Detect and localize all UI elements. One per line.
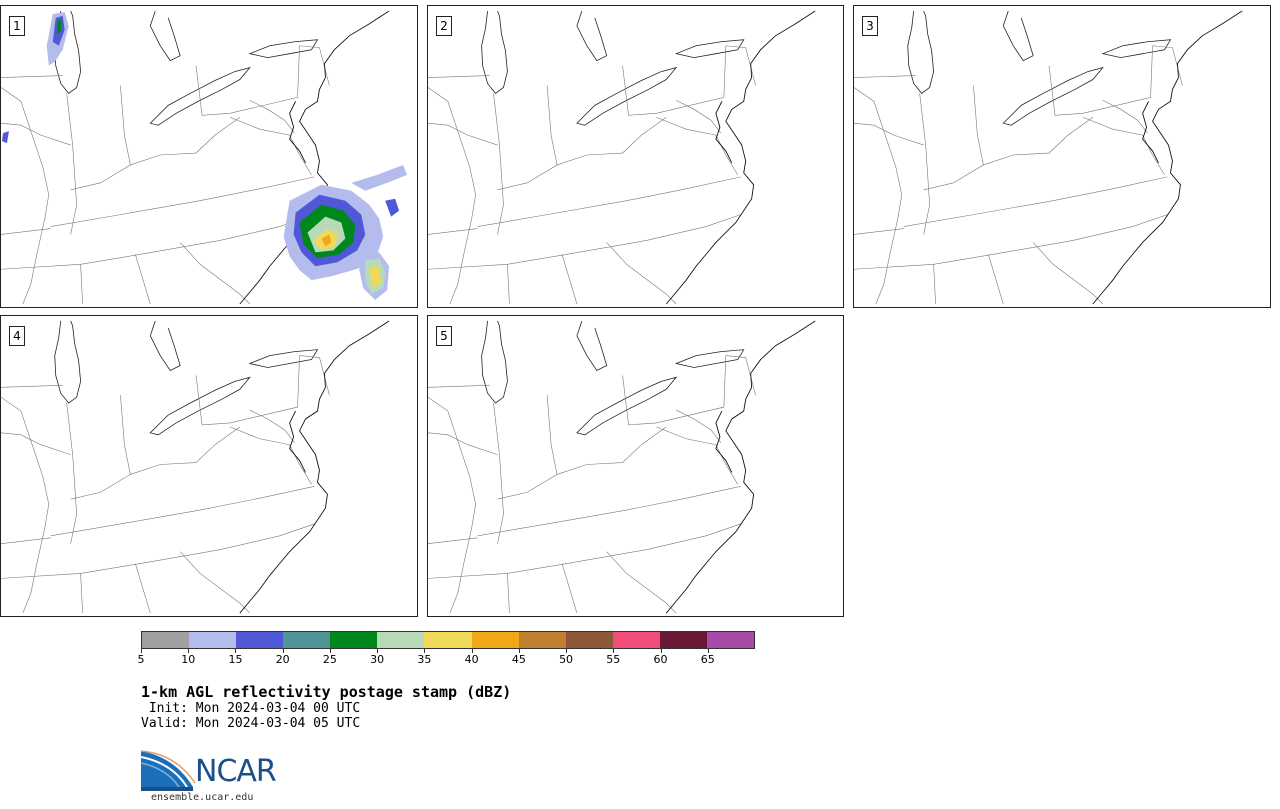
colorbar-segment: [236, 632, 284, 648]
colorbar-tick-label: 40: [464, 653, 479, 666]
colorbar-segment: [424, 632, 472, 648]
map-panel-3: 3: [853, 5, 1271, 308]
map-panel-2: 2: [427, 5, 844, 308]
map-5: [428, 320, 816, 614]
colorbar-tickmark: [235, 649, 237, 653]
colorbar-tickmark: [282, 649, 284, 653]
logo-name: NCAR: [195, 754, 277, 789]
colorbar-segment: [706, 632, 755, 648]
colorbar-segment: [659, 632, 707, 648]
colorbar-segment: [330, 632, 378, 648]
colorbar-tick-label: 55: [606, 653, 621, 666]
panel-number: 4: [9, 326, 25, 346]
colorbar-tickmark: [707, 649, 709, 653]
colorbar-tick-label: 10: [181, 653, 196, 666]
map-4: [1, 320, 390, 614]
colorbar-tick-label: 45: [511, 653, 526, 666]
map-panel-1: 1: [0, 5, 418, 308]
colorbar-tickmark: [329, 649, 331, 653]
colorbar-tickmark: [377, 649, 379, 653]
colorbar-tick-label: 15: [228, 653, 243, 666]
colorbar-tickmark: [471, 649, 473, 653]
panel-number: 5: [436, 326, 452, 346]
colorbar-segment: [518, 632, 566, 648]
colorbar-tickmark: [518, 649, 520, 653]
colorbar-tick-label: 65: [700, 653, 715, 666]
map-panel-4: 4: [0, 315, 418, 617]
colorbar-segment: [377, 632, 425, 648]
ncar-logo-icon: [141, 750, 196, 791]
colorbar-tickmark: [566, 649, 568, 653]
reflectivity-colorbar: [141, 631, 755, 649]
colorbar-tick-label: 25: [322, 653, 337, 666]
colorbar-tickmark: [613, 649, 615, 653]
panel-number: 1: [9, 16, 25, 36]
panel-number: 3: [862, 16, 878, 36]
colorbar-segment: [565, 632, 613, 648]
map-panel-5: 5: [427, 315, 844, 617]
colorbar-tick-label: 35: [417, 653, 432, 666]
colorbar-segment: [189, 632, 237, 648]
map-1: [1, 10, 408, 305]
colorbar-tickmark: [188, 649, 190, 653]
colorbar-tick-label: 20: [275, 653, 290, 666]
colorbar-segment: [142, 632, 190, 648]
colorbar-tick-label: 60: [653, 653, 668, 666]
precip-field: [1, 11, 408, 301]
colorbar-segment: [283, 632, 331, 648]
colorbar-tickmark: [660, 649, 662, 653]
colorbar-tick-label: 5: [137, 653, 145, 666]
colorbar-tickmark: [141, 649, 142, 653]
plot-title: 1-km AGL reflectivity postage stamp (dBZ…: [141, 683, 512, 701]
init-time: Init: Mon 2024-03-04 00 UTC: [141, 701, 361, 716]
map-2: [428, 10, 816, 305]
panel-number: 2: [436, 16, 452, 36]
colorbar-tick-label: 50: [559, 653, 574, 666]
logo-url: ensemble.ucar.edu: [151, 792, 254, 803]
colorbar-tickmark: [424, 649, 426, 653]
colorbar-segment: [471, 632, 519, 648]
map-3: [854, 10, 1243, 305]
colorbar-tick-label: 30: [370, 653, 385, 666]
colorbar-segment: [612, 632, 660, 648]
valid-time: Valid: Mon 2024-03-04 05 UTC: [141, 716, 361, 731]
